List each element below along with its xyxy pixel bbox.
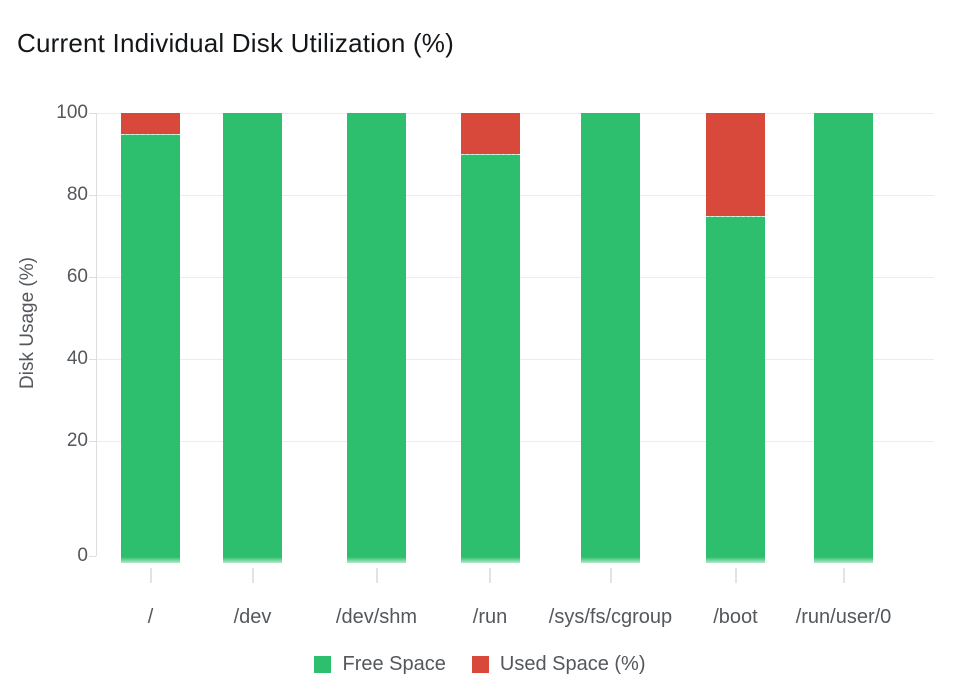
y-tick-mark bbox=[89, 359, 96, 360]
bar-segment-free[interactable] bbox=[581, 113, 640, 563]
y-axis-label: Disk Usage (%) bbox=[17, 257, 38, 389]
y-tick-mark bbox=[89, 113, 96, 114]
x-tick-mark bbox=[489, 568, 491, 583]
x-tick-mark bbox=[842, 568, 845, 583]
bar-segment-used[interactable] bbox=[460, 113, 520, 154]
y-tick-label: 40 bbox=[66, 348, 88, 369]
y-tick-label: 60 bbox=[66, 266, 88, 287]
x-tick-mark bbox=[609, 568, 612, 583]
bar-segment-free[interactable] bbox=[223, 113, 282, 563]
bar-/sys/fs/cgroup bbox=[581, 113, 640, 563]
legend: Free Space Used Space (%) bbox=[0, 653, 960, 676]
bar-/boot bbox=[706, 113, 765, 563]
legend-label: Free Space bbox=[342, 653, 446, 675]
bar-segment-used[interactable] bbox=[706, 113, 765, 216]
x-tick-mark bbox=[734, 568, 737, 583]
y-tick-label: 20 bbox=[66, 430, 88, 451]
x-axis-label: / bbox=[147, 606, 154, 628]
x-axis-label: /dev bbox=[233, 606, 272, 628]
y-tick-label: 100 bbox=[56, 102, 88, 123]
x-axis-label: /sys/fs/cgroup bbox=[548, 606, 673, 628]
bar-segment-used[interactable] bbox=[121, 113, 180, 134]
legend-item[interactable]: Used Space (%) bbox=[471, 653, 646, 676]
bar-/ bbox=[121, 113, 180, 563]
y-tick-mark bbox=[89, 441, 96, 442]
legend-item[interactable]: Free Space bbox=[314, 653, 446, 676]
bar-segment-free[interactable] bbox=[347, 113, 406, 563]
bar-/run bbox=[460, 113, 520, 563]
x-axis-label: /run bbox=[472, 606, 508, 628]
x-tick-mark bbox=[375, 568, 378, 583]
legend-swatch bbox=[314, 656, 332, 673]
bar-/dev bbox=[223, 113, 282, 563]
bar-segment-free[interactable] bbox=[460, 154, 520, 563]
chart-title: Current Individual Disk Utilization (%) bbox=[17, 28, 454, 58]
bar-segment-free[interactable] bbox=[814, 113, 873, 563]
bar-/dev/shm bbox=[347, 113, 406, 563]
y-tick-mark bbox=[89, 195, 96, 196]
bar-segment-free[interactable] bbox=[706, 215, 765, 563]
x-tick-mark bbox=[149, 568, 152, 583]
x-tick-mark bbox=[251, 568, 254, 583]
bar-/run/user/0 bbox=[814, 113, 873, 563]
y-tick-mark bbox=[89, 556, 96, 557]
x-axis-label: /boot bbox=[713, 606, 758, 628]
plot-area bbox=[96, 113, 934, 563]
y-axis-line bbox=[96, 113, 97, 556]
y-tick-label: 80 bbox=[66, 184, 88, 205]
y-tick-mark bbox=[89, 277, 96, 278]
legend-label: Used Space (%) bbox=[499, 653, 646, 675]
bar-segment-free[interactable] bbox=[121, 133, 180, 563]
y-tick-label: 0 bbox=[77, 545, 88, 566]
x-axis-label: /dev/shm bbox=[335, 606, 418, 628]
legend-swatch bbox=[471, 656, 489, 673]
x-axis-label: /run/user/0 bbox=[795, 606, 892, 628]
